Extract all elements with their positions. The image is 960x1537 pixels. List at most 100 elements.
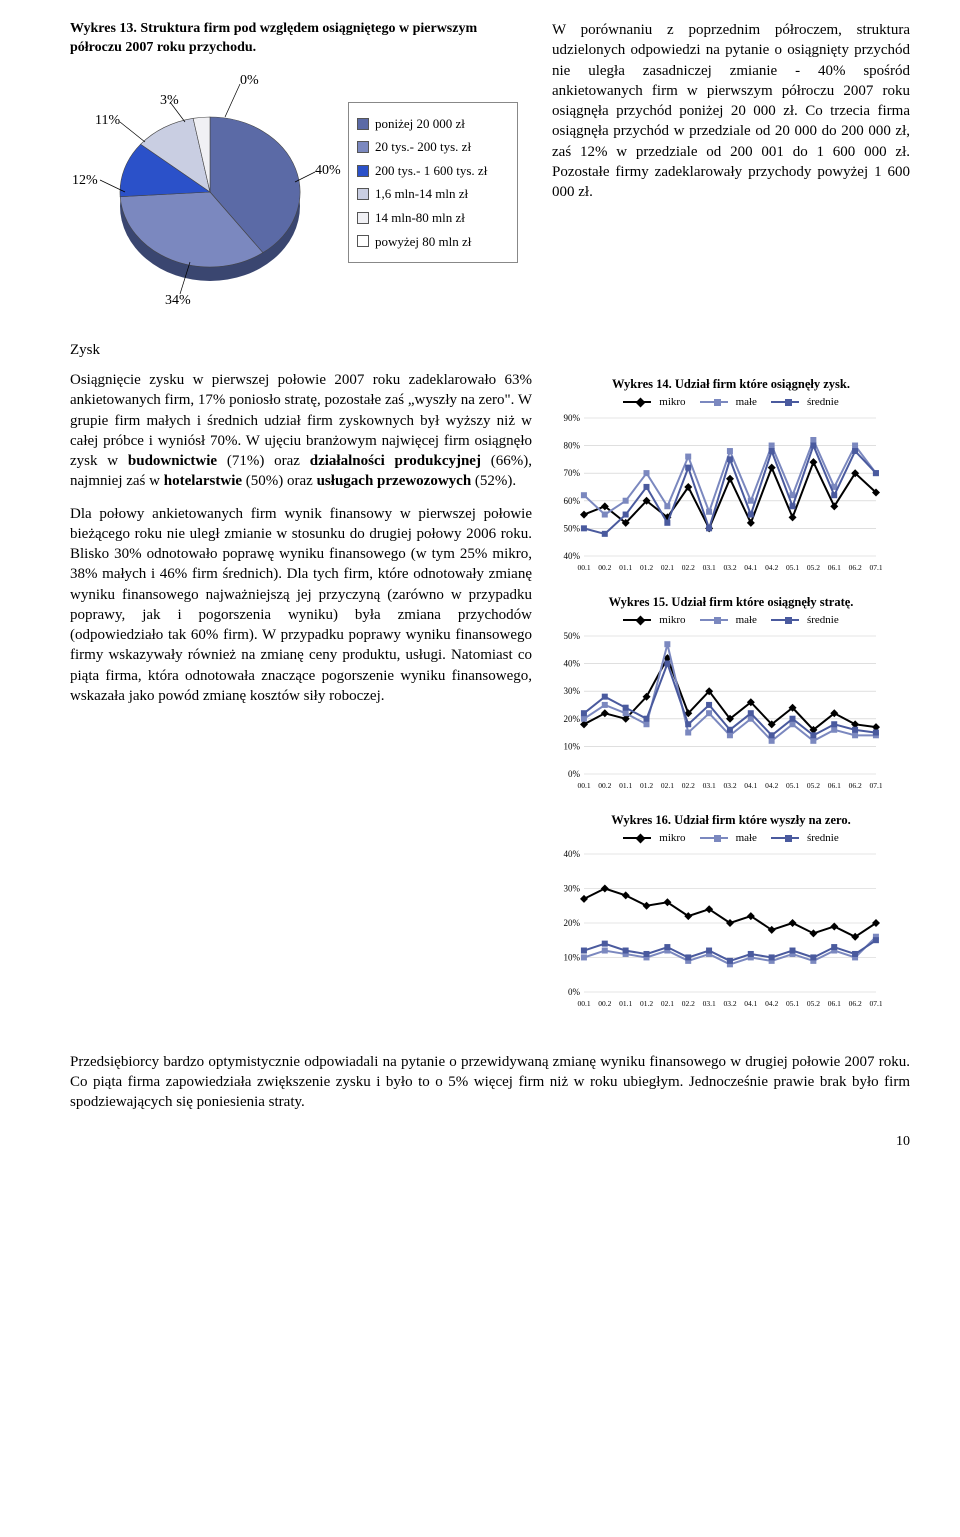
svg-text:01.2: 01.2 (640, 999, 653, 1008)
legend-swatch (357, 118, 369, 130)
svg-text:00.2: 00.2 (598, 781, 611, 790)
mini-legend-item: średnie (771, 831, 839, 846)
svg-text:50%: 50% (564, 631, 581, 641)
page-number: 10 (70, 1133, 910, 1152)
mini-legend-item: małe (700, 613, 757, 628)
svg-text:00.1: 00.1 (577, 781, 590, 790)
svg-text:01.1: 01.1 (619, 563, 632, 572)
mini-legend-label: mikro (659, 395, 685, 410)
svg-text:02.2: 02.2 (682, 999, 695, 1008)
svg-text:40%: 40% (564, 658, 581, 668)
mini-legend-item: małe (700, 831, 757, 846)
svg-text:03.2: 03.2 (723, 563, 736, 572)
svg-text:30%: 30% (564, 883, 581, 893)
pie-label-12: 12% (72, 172, 98, 191)
svg-text:40%: 40% (564, 849, 581, 859)
svg-text:02.1: 02.1 (661, 781, 674, 790)
svg-text:05.2: 05.2 (807, 563, 820, 572)
legend-item: powyżej 80 mln zł (357, 233, 509, 251)
svg-text:03.1: 03.1 (703, 563, 716, 572)
svg-text:05.1: 05.1 (786, 999, 799, 1008)
svg-text:00.2: 00.2 (598, 999, 611, 1008)
wykres15-title: Wykres 15. Udział firm które osiągnęły s… (552, 594, 910, 611)
top-right-paragraph-col: W porównaniu z poprzednim półroczem, str… (552, 20, 910, 322)
svg-text:03.1: 03.1 (703, 781, 716, 790)
svg-text:04.2: 04.2 (765, 781, 778, 790)
legend-swatch (357, 165, 369, 177)
svg-text:06.1: 06.1 (828, 563, 841, 572)
mini-legend-item: małe (700, 395, 757, 410)
wykres16-legend: mikro małe średnie (552, 831, 910, 846)
mini-legend-label: małe (736, 395, 757, 410)
svg-text:05.2: 05.2 (807, 999, 820, 1008)
svg-text:03.2: 03.2 (723, 781, 736, 790)
legend-label: powyżej 80 mln zł (375, 233, 471, 251)
svg-text:20%: 20% (564, 714, 581, 724)
mini-charts-col: Wykres 14. Udział firm które osiągnęły z… (552, 370, 910, 1024)
legend-label: 1,6 mln-14 mln zł (375, 185, 468, 203)
wykres16-chart: 0% 10% 20% 30% 40% 00.1 00.2 01.1 01.2 02.1 02.2 03… (552, 848, 882, 1018)
wykres13-legend: poniżej 20 000 zł 20 tys.- 200 tys. zł 200… (348, 102, 518, 263)
wykres15-chart: 0%10%20%30%40%50%00.100.201.101.202.102.… (552, 630, 882, 800)
svg-text:40%: 40% (564, 551, 581, 561)
svg-text:00.1: 00.1 (577, 999, 590, 1008)
svg-text:03.1: 03.1 (703, 999, 716, 1008)
paragraph-top-right: W porównaniu z poprzednim półroczem, str… (552, 20, 910, 202)
legend-label: 200 tys.- 1 600 tys. zł (375, 162, 487, 180)
svg-text:10%: 10% (564, 952, 581, 962)
svg-text:01.2: 01.2 (640, 781, 653, 790)
svg-text:06.1: 06.1 (828, 999, 841, 1008)
svg-text:02.1: 02.1 (661, 999, 674, 1008)
svg-text:00.2: 00.2 (598, 563, 611, 572)
legend-item: poniżej 20 000 zł (357, 115, 509, 133)
wykres13-block: Wykres 13. Struktura firm pod względem o… (70, 20, 532, 322)
svg-text:01.1: 01.1 (619, 999, 632, 1008)
zysk-text-col: Osiągnięcie zysku w pierwszej połowie 20… (70, 370, 532, 1024)
legend-swatch (357, 141, 369, 153)
svg-text:04.1: 04.1 (744, 781, 757, 790)
wykres13-pie: 0% 40% 34% 12% 11% 3% (70, 62, 340, 322)
legend-label: poniżej 20 000 zł (375, 115, 465, 133)
svg-text:02.2: 02.2 (682, 781, 695, 790)
legend-item: 200 tys.- 1 600 tys. zł (357, 162, 509, 180)
paragraph-zysk-2: Dla połowy ankietowanych firm wynik fina… (70, 504, 532, 707)
wykres14-title: Wykres 14. Udział firm które osiągnęły z… (552, 376, 910, 393)
mini-legend-label: średnie (807, 395, 839, 410)
legend-label: 20 tys.- 200 tys. zł (375, 138, 471, 156)
svg-text:01.2: 01.2 (640, 563, 653, 572)
mini-legend-item: mikro (623, 831, 685, 846)
svg-text:03.2: 03.2 (723, 999, 736, 1008)
svg-text:90%: 90% (564, 413, 581, 423)
mini-legend-label: średnie (807, 613, 839, 628)
svg-text:04.2: 04.2 (765, 563, 778, 572)
paragraph-bottom: Przedsiębiorcy bardzo optymistycznie odp… (70, 1052, 910, 1113)
svg-text:50%: 50% (564, 523, 581, 533)
svg-text:20%: 20% (564, 918, 581, 928)
pie-label-34: 34% (165, 292, 191, 311)
mini-legend-label: mikro (659, 831, 685, 846)
legend-item: 20 tys.- 200 tys. zł (357, 138, 509, 156)
svg-text:02.2: 02.2 (682, 563, 695, 572)
mini-legend-label: mikro (659, 613, 685, 628)
pie-label-40: 40% (315, 162, 341, 181)
svg-text:06.1: 06.1 (828, 781, 841, 790)
svg-text:07.1: 07.1 (869, 999, 882, 1008)
svg-text:0%: 0% (568, 987, 581, 997)
svg-text:07.1: 07.1 (869, 563, 882, 572)
mini-legend-item: mikro (623, 613, 685, 628)
wykres14-legend: mikro małe średnie (552, 395, 910, 410)
legend-item: 1,6 mln-14 mln zł (357, 185, 509, 203)
mini-legend-item: mikro (623, 395, 685, 410)
paragraph-zysk-1: Osiągnięcie zysku w pierwszej połowie 20… (70, 370, 532, 492)
wykres15-legend: mikro małe średnie (552, 613, 910, 628)
pie-label-11: 11% (95, 112, 120, 131)
pie-label-0: 0% (240, 72, 259, 91)
mini-legend-item: średnie (771, 613, 839, 628)
wykres16-title: Wykres 16. Udział firm które wyszły na z… (552, 812, 910, 829)
legend-item: 14 mln-80 mln zł (357, 209, 509, 227)
svg-text:05.1: 05.1 (786, 563, 799, 572)
svg-text:30%: 30% (564, 686, 581, 696)
mini-legend-label: średnie (807, 831, 839, 846)
svg-text:01.1: 01.1 (619, 781, 632, 790)
svg-text:0%: 0% (568, 769, 581, 779)
